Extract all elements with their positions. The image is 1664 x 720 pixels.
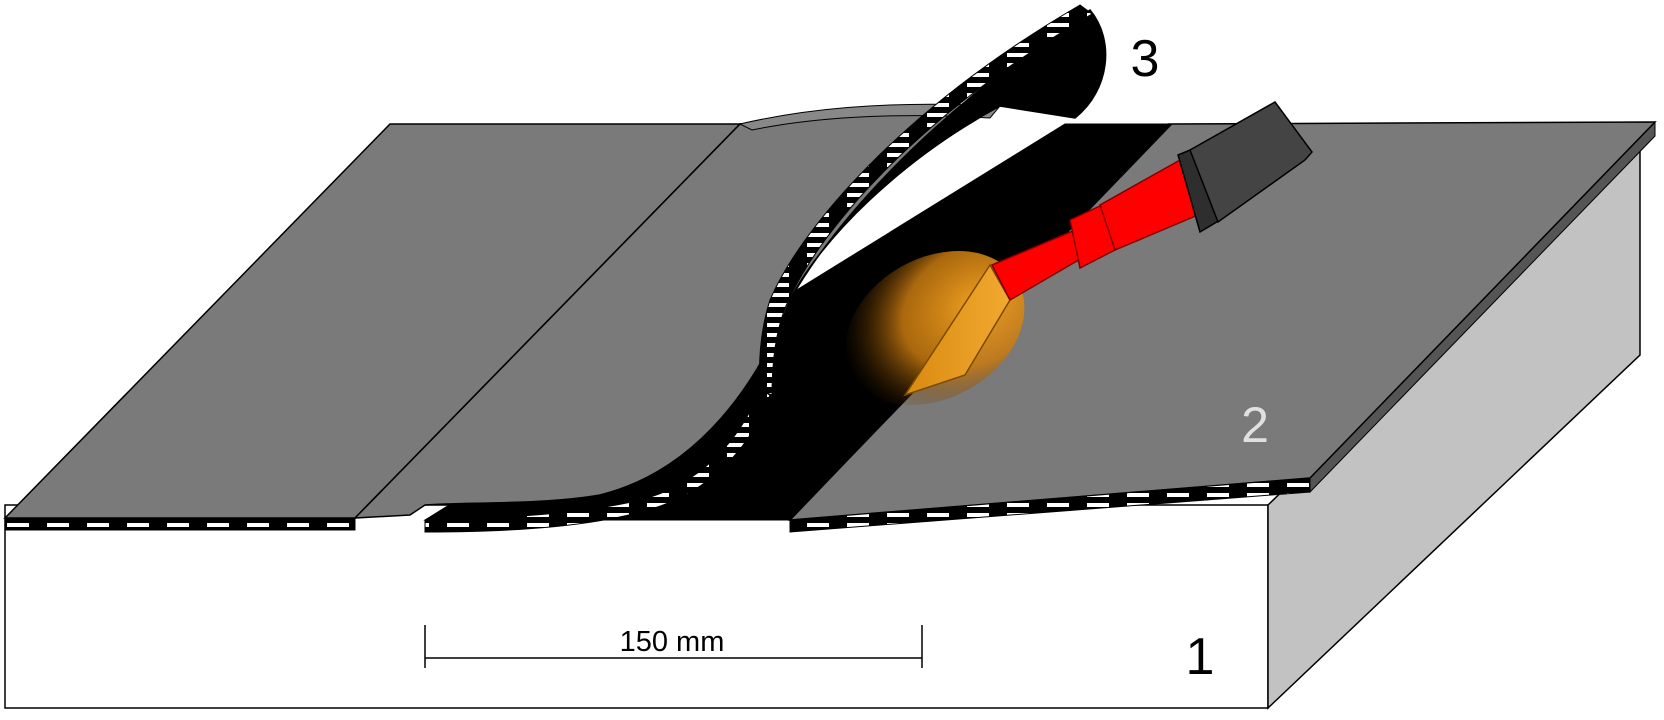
label-upper-sheet: 3 (1131, 30, 1160, 88)
label-base: 1 (1186, 628, 1215, 686)
seam-line-left (354, 123, 741, 519)
lower-sheet-edge-layers (789, 477, 1311, 533)
left-sheet-edge-layers (4, 517, 356, 531)
torch-handle (1189, 101, 1313, 224)
upper-sheet-peeled (759, 4, 1107, 396)
slab-front-face (4, 504, 1269, 709)
dimension-150mm: 150 mm (424, 625, 923, 668)
base-slab (4, 120, 1656, 710)
gas-torch (845, 101, 1313, 406)
label-lower-sheet: 2 (1241, 397, 1269, 453)
left-sheet (3, 123, 742, 531)
dimension-label: 150 mm (620, 626, 725, 658)
peeled-sheet-edge-layers (759, 4, 1093, 396)
upper-sheet-bottom-layers (424, 389, 771, 533)
